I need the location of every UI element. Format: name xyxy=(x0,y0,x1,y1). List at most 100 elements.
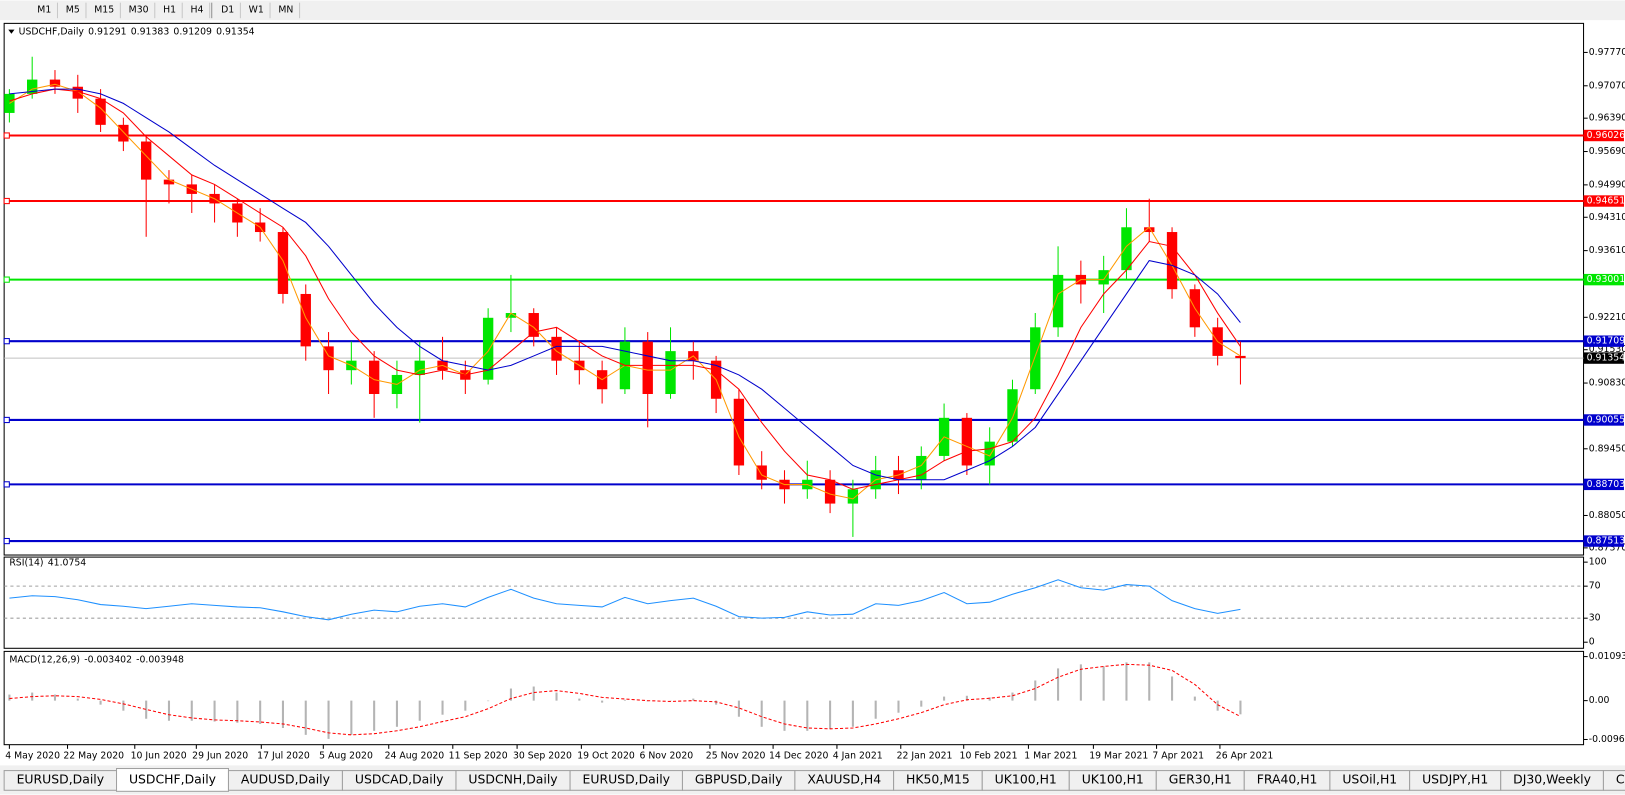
macd-bar xyxy=(53,694,57,701)
chart-tab[interactable]: GBPUSD,Daily xyxy=(681,770,796,791)
y-tick-label: 0.94990 xyxy=(1589,179,1625,190)
x-tick-label: 10 Jun 2020 xyxy=(131,751,187,762)
timeframe-button[interactable]: M15 xyxy=(94,4,114,15)
chart-tab[interactable]: HK50,M15 xyxy=(893,770,983,791)
collapse-arrow[interactable] xyxy=(8,29,15,34)
chart-tab[interactable]: CHINA300,H1 xyxy=(1602,770,1625,791)
ohlc-value: 0.91291 xyxy=(88,26,127,37)
chart-tab[interactable]: EURUSD,Daily xyxy=(3,770,118,791)
macd-bar xyxy=(737,700,740,717)
tab-label: XAUUSD,H4 xyxy=(807,771,881,786)
indicator-title: RSI(14) 41.0754 xyxy=(9,557,86,568)
chart-tab[interactable]: DJ30,Weekly xyxy=(1500,770,1604,791)
timeframe-button[interactable]: H4 xyxy=(191,4,204,15)
chart-tab[interactable]: EURUSD,Daily xyxy=(569,770,683,791)
macd-bar xyxy=(1057,668,1060,701)
y-tick-label: 0.94310 xyxy=(1589,212,1625,223)
chart-tab[interactable]: USDJPY,H1 xyxy=(1409,770,1502,791)
toolbar xyxy=(0,0,1625,21)
chart-tab[interactable]: UK100,H1 xyxy=(981,770,1070,791)
x-tick-label: 25 Nov 2020 xyxy=(706,751,766,762)
candle-body xyxy=(1098,270,1109,285)
macd-bar xyxy=(281,700,284,729)
candle-body xyxy=(916,455,927,480)
candle-body xyxy=(72,86,83,99)
timeframe-button[interactable]: D1 xyxy=(221,4,234,15)
macd-bar xyxy=(623,699,626,701)
macd-bar xyxy=(1011,692,1014,701)
level-price-label: 0.91709 xyxy=(1587,336,1625,347)
y-tick-label: 0.88050 xyxy=(1589,510,1625,521)
tab-label: AUDUSD,Daily xyxy=(241,771,330,786)
x-tick-label: 4 May 2020 xyxy=(5,751,60,762)
chart-tab[interactable]: USOil,H1 xyxy=(1329,770,1411,791)
timeframe-button[interactable]: H1 xyxy=(163,4,176,15)
macd-bar xyxy=(897,700,900,713)
macd-bar xyxy=(965,695,968,701)
chart-tab[interactable]: USDCHF,Daily xyxy=(115,767,230,792)
macd-bar xyxy=(145,700,148,719)
timeframe-button[interactable]: M1 xyxy=(37,4,51,15)
x-tick-label: 14 Dec 2020 xyxy=(769,751,829,762)
x-tick-label: 7 Apr 2021 xyxy=(1152,751,1204,762)
timeframe-button[interactable]: M5 xyxy=(66,4,80,15)
tab-label: UK100,H1 xyxy=(995,771,1057,786)
candle-body xyxy=(368,360,380,395)
x-tick-label: 30 Sep 2020 xyxy=(513,751,572,762)
level-price-box xyxy=(1583,195,1624,207)
macd-bar xyxy=(806,700,809,731)
symbol-timeframe: USDCHF,Daily xyxy=(19,26,85,37)
tab-background xyxy=(1602,770,1625,791)
macd-bar xyxy=(760,700,763,727)
macd-bar xyxy=(920,700,923,707)
candle-body xyxy=(414,360,425,375)
macd-bar xyxy=(1125,662,1128,701)
candle-body xyxy=(49,79,61,87)
x-tick-label: 4 Jan 2021 xyxy=(833,751,883,762)
level-handle xyxy=(3,276,10,283)
timeframe-button[interactable]: MN xyxy=(278,4,293,15)
chart-tab[interactable]: USDCNH,Daily xyxy=(455,770,571,791)
x-tick-label: 11 Sep 2020 xyxy=(449,751,508,762)
level-price-box xyxy=(1583,273,1624,286)
tab-label: UK100,H1 xyxy=(1082,771,1144,786)
macd-bar xyxy=(395,700,398,727)
macd-bar xyxy=(1102,666,1105,701)
chart-tab[interactable]: USDCAD,Daily xyxy=(341,770,457,791)
candle-body xyxy=(1144,227,1155,233)
macd-bar xyxy=(1216,700,1219,711)
macd-bar xyxy=(783,700,786,731)
chart-tab[interactable]: AUDUSD,Daily xyxy=(227,770,343,791)
indicator-name: MACD(12,26,9) xyxy=(9,654,80,665)
x-tick-label: 1 Mar 2021 xyxy=(1024,751,1077,762)
macd-bar xyxy=(122,700,125,711)
moving-average xyxy=(9,88,1241,481)
macd-panel xyxy=(3,650,1585,746)
macd-bar xyxy=(988,697,991,701)
x-tick-label: 26 Apr 2021 xyxy=(1216,751,1274,762)
macd-bar xyxy=(578,698,581,701)
candle-body xyxy=(665,351,676,395)
chart-tab[interactable]: FRA40,H1 xyxy=(1243,770,1331,791)
timeframe-button[interactable]: M30 xyxy=(129,4,149,15)
level-price-label: 0.96026 xyxy=(1587,130,1625,141)
x-tick-label: 6 Nov 2020 xyxy=(639,751,693,762)
macd-bar xyxy=(532,686,535,701)
macd-bar xyxy=(692,698,695,701)
chart-tab[interactable]: XAUUSD,H4 xyxy=(794,770,895,791)
level-handle xyxy=(3,197,10,205)
indicator-name: RSI(14) xyxy=(9,557,43,568)
macd-bar xyxy=(441,700,444,715)
indicator-value: 41.0754 xyxy=(48,557,87,568)
x-tick-label: 22 Jan 2021 xyxy=(897,751,953,762)
chart-tab[interactable]: GER30,H1 xyxy=(1155,770,1245,791)
ohlc-value: 0.91383 xyxy=(131,26,170,37)
rsi-panel xyxy=(3,556,1585,649)
x-tick-label: 29 Jun 2020 xyxy=(192,751,248,762)
macd-bar xyxy=(1034,680,1037,701)
timeframe-button[interactable]: W1 xyxy=(249,4,264,15)
level-handle xyxy=(3,416,10,424)
y-tick-label: 0.95690 xyxy=(1589,146,1625,157)
chart-tab[interactable]: UK100,H1 xyxy=(1068,770,1157,791)
